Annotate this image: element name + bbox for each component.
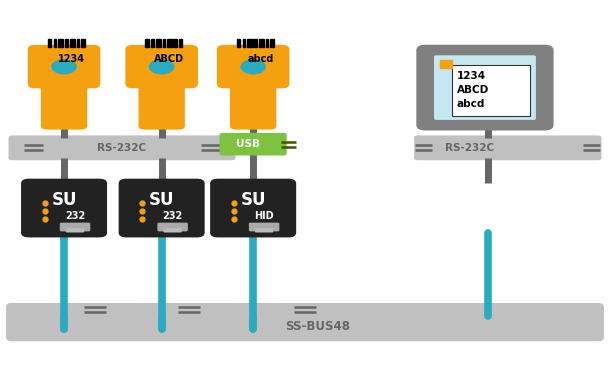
FancyBboxPatch shape bbox=[230, 80, 276, 130]
FancyBboxPatch shape bbox=[434, 55, 536, 120]
FancyBboxPatch shape bbox=[6, 303, 604, 341]
Bar bbox=[58, 39, 63, 47]
FancyBboxPatch shape bbox=[41, 80, 87, 130]
FancyBboxPatch shape bbox=[249, 223, 279, 231]
Bar bbox=[254, 39, 257, 47]
FancyBboxPatch shape bbox=[138, 80, 185, 130]
FancyBboxPatch shape bbox=[21, 179, 107, 238]
FancyBboxPatch shape bbox=[217, 45, 289, 88]
Bar bbox=[48, 39, 51, 47]
FancyBboxPatch shape bbox=[172, 228, 182, 233]
Text: 1234: 1234 bbox=[456, 72, 486, 81]
FancyBboxPatch shape bbox=[414, 135, 601, 160]
Bar bbox=[65, 39, 68, 47]
FancyBboxPatch shape bbox=[157, 223, 188, 231]
FancyBboxPatch shape bbox=[28, 45, 100, 88]
Bar bbox=[81, 39, 85, 47]
Bar bbox=[259, 39, 264, 47]
FancyBboxPatch shape bbox=[126, 45, 198, 88]
Text: SS-BUS48: SS-BUS48 bbox=[285, 320, 350, 333]
FancyBboxPatch shape bbox=[416, 45, 553, 131]
FancyBboxPatch shape bbox=[255, 228, 265, 233]
Bar bbox=[70, 39, 75, 47]
FancyBboxPatch shape bbox=[74, 228, 84, 233]
Bar bbox=[151, 39, 154, 47]
Text: 232: 232 bbox=[65, 211, 85, 221]
Bar bbox=[77, 39, 79, 47]
FancyBboxPatch shape bbox=[264, 228, 273, 233]
Text: HID: HID bbox=[254, 211, 274, 221]
FancyBboxPatch shape bbox=[163, 228, 173, 233]
FancyBboxPatch shape bbox=[118, 179, 205, 238]
Ellipse shape bbox=[240, 59, 266, 74]
Bar bbox=[439, 60, 451, 68]
Bar bbox=[163, 39, 165, 47]
Text: SU: SU bbox=[51, 191, 77, 209]
Ellipse shape bbox=[51, 59, 77, 74]
Text: ABCD: ABCD bbox=[154, 54, 184, 64]
FancyBboxPatch shape bbox=[210, 179, 296, 238]
FancyBboxPatch shape bbox=[60, 223, 90, 231]
Bar bbox=[266, 39, 268, 47]
FancyBboxPatch shape bbox=[66, 228, 76, 233]
FancyBboxPatch shape bbox=[220, 133, 287, 155]
Bar bbox=[174, 39, 177, 47]
FancyBboxPatch shape bbox=[451, 65, 530, 115]
Bar bbox=[179, 39, 182, 47]
Text: SU: SU bbox=[240, 191, 266, 209]
Ellipse shape bbox=[149, 59, 174, 74]
Bar bbox=[270, 39, 274, 47]
Bar bbox=[167, 39, 173, 47]
Text: 232: 232 bbox=[162, 211, 183, 221]
Text: ABCD: ABCD bbox=[456, 85, 489, 95]
Text: 1234: 1234 bbox=[58, 54, 85, 64]
Bar bbox=[145, 39, 149, 47]
Bar bbox=[237, 39, 240, 47]
Text: SU: SU bbox=[149, 191, 174, 209]
Text: RS-232C: RS-232C bbox=[445, 143, 494, 153]
Text: USB: USB bbox=[236, 139, 260, 149]
Text: abcd: abcd bbox=[456, 99, 485, 109]
Text: abcd: abcd bbox=[247, 54, 274, 64]
FancyBboxPatch shape bbox=[9, 135, 235, 160]
Bar bbox=[247, 39, 253, 47]
Bar bbox=[243, 39, 245, 47]
Text: RS-232C: RS-232C bbox=[98, 143, 146, 153]
Bar bbox=[156, 39, 161, 47]
Bar bbox=[54, 39, 56, 47]
